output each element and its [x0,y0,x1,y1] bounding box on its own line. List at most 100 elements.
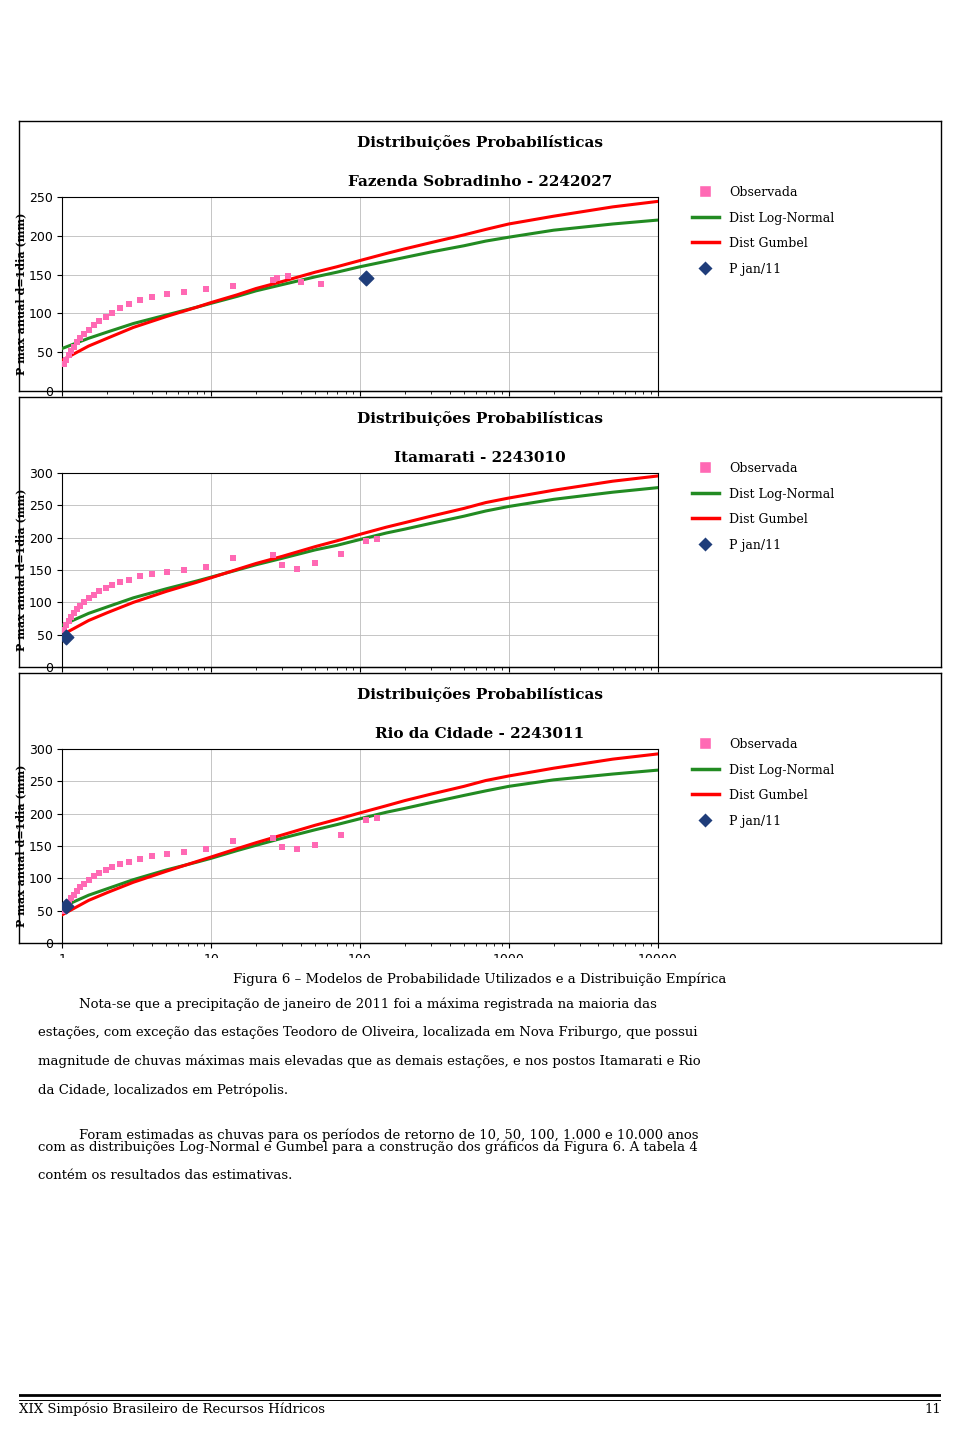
Point [290,557,305,580]
Point [358,529,373,552]
Point [177,558,192,581]
Point [85,583,101,606]
Point [69,330,84,353]
Point [112,852,128,875]
Point [63,339,79,362]
Point [66,336,82,359]
Point [91,310,107,333]
Text: com as distribuições Log-Normal e Gumbel para a construção dos gráficos da Figur: com as distribuições Log-Normal e Gumbel… [37,1141,697,1154]
Point [73,875,88,898]
Legend: Observada, Dist Log-Normal, Dist Gumbel, P jan/11: Observada, Dist Log-Normal, Dist Gumbel,… [686,457,839,557]
Point [60,891,76,914]
Point [81,319,96,342]
Point [159,561,175,584]
Text: Foram estimadas as chuvas para os períodos de retorno de 10, 50, 100, 1.000 e 10: Foram estimadas as chuvas para os períod… [79,1129,699,1142]
X-axis label: T (anos): T (anos) [329,418,391,431]
Point [358,809,373,832]
Point [307,833,323,857]
Point [105,855,120,878]
Point [275,554,290,577]
Point [269,267,284,290]
Point [198,555,213,578]
Text: Figura 6 – Modelos de Probabilidade Utilizados e a Distribuição Empírica: Figura 6 – Modelos de Probabilidade Util… [233,972,727,986]
Point [314,273,329,296]
Point [60,610,76,633]
X-axis label: T (anos): T (anos) [329,694,391,707]
Point [60,343,76,366]
Point [63,606,79,629]
Point [334,823,349,846]
Point [370,528,385,551]
Text: Nota-se que a precipitação de janeiro de 2011 foi a máxima registrada na maioria: Nota-se que a precipitação de janeiro de… [79,998,657,1011]
Point [58,894,73,917]
Point [132,288,148,311]
Point [77,872,92,895]
Point [265,826,280,849]
Point [293,271,308,294]
Point [159,283,175,306]
Point [91,862,107,885]
Point [105,574,120,597]
Text: Distribuições Probabilísticas: Distribuições Probabilísticas [357,136,603,150]
Point [98,577,113,600]
Point [265,268,280,291]
Point [63,887,79,910]
Point [144,845,159,868]
Point [69,598,84,622]
Text: Distribuições Probabilísticas: Distribuições Probabilísticas [357,686,603,702]
Point [69,880,84,903]
Point [105,301,120,324]
Point [265,544,280,567]
Point [57,900,72,923]
Point [132,848,148,871]
Point [112,297,128,320]
Point [122,568,137,591]
Y-axis label: P max anual d=1dia (mm): P max anual d=1dia (mm) [15,213,26,375]
Point [144,286,159,309]
Point [226,547,241,570]
Point [73,594,88,617]
Text: contém os resultados das estimativas.: contém os resultados das estimativas. [37,1169,292,1182]
X-axis label: T (anos): T (anos) [329,970,391,983]
Text: estações, com exceção das estações Teodoro de Oliveira, localizada em Nova Fribu: estações, com exceção das estações Teodo… [37,1027,697,1040]
Point [307,552,323,575]
Point [77,323,92,346]
Point [58,626,73,649]
Point [122,849,137,872]
Y-axis label: P max anual d=1dia (mm): P max anual d=1dia (mm) [15,489,26,652]
Point [334,542,349,565]
Point [177,280,192,303]
Point [198,278,213,301]
Text: Distribuições Probabilísticas: Distribuições Probabilísticas [357,411,603,425]
Point [59,349,74,372]
Point [73,327,88,350]
Point [59,894,74,917]
Text: Rio da Cidade - 2243011: Rio da Cidade - 2243011 [375,727,585,741]
Point [81,868,96,891]
Point [370,806,385,829]
Point [226,274,241,297]
Point [198,836,213,859]
Point [280,264,296,287]
Text: Itamarati - 2243010: Itamarati - 2243010 [395,451,565,464]
Point [112,571,128,594]
Text: XIX Simpósio Brasileiro de Recursos Hídricos: XIX Simpósio Brasileiro de Recursos Hídr… [19,1403,325,1416]
Point [132,565,148,588]
Legend: Observada, Dist Log-Normal, Dist Gumbel, P jan/11: Observada, Dist Log-Normal, Dist Gumbel,… [686,182,839,281]
Text: Fazenda Sobradinho - 2242027: Fazenda Sobradinho - 2242027 [348,174,612,189]
Point [57,352,72,375]
Text: 11: 11 [924,1403,941,1416]
Text: magnitude de chuvas máximas mais elevadas que as demais estações, e nos postos I: magnitude de chuvas máximas mais elevada… [37,1054,700,1069]
Point [81,587,96,610]
Point [177,841,192,864]
Point [290,838,305,861]
Point [66,883,82,906]
Y-axis label: P max anual d=1dia (mm): P max anual d=1dia (mm) [15,764,26,927]
Point [91,580,107,603]
Point [144,562,159,585]
Point [66,601,82,624]
Legend: Observada, Dist Log-Normal, Dist Gumbel, P jan/11: Observada, Dist Log-Normal, Dist Gumbel,… [686,734,839,833]
Point [57,619,72,642]
Text: da Cidade, localizados em Petrópolis.: da Cidade, localizados em Petrópolis. [37,1083,288,1097]
Point [98,304,113,327]
